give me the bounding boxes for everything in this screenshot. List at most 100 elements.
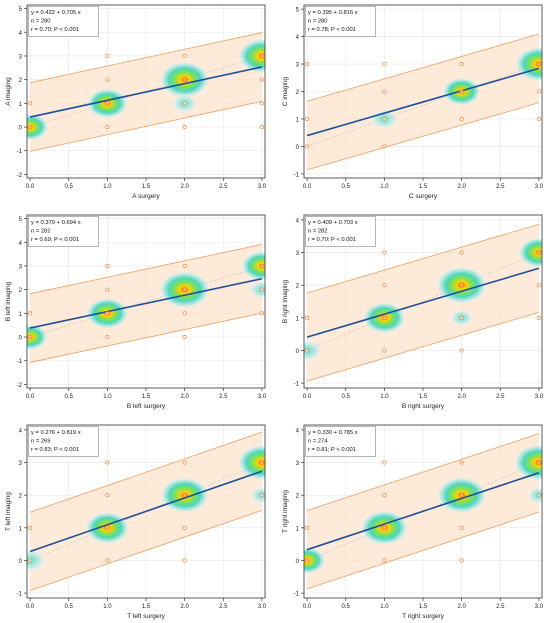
data-point <box>182 263 187 269</box>
band-lower-line <box>30 100 262 152</box>
x-tick-label: 2.5 <box>219 184 228 190</box>
identity-line <box>306 63 540 147</box>
y-tick-label: 0 <box>296 559 300 565</box>
y-tick-label: 0 <box>19 559 23 565</box>
x-tick-label: 2.5 <box>219 394 228 400</box>
band-lower-line <box>306 102 540 171</box>
density-blob <box>237 444 265 481</box>
y-axis-label: T right imaging <box>282 490 289 533</box>
data-point <box>105 311 110 316</box>
x-tick-label: 1.5 <box>419 394 428 400</box>
data-point <box>182 558 187 563</box>
regression-line <box>306 267 540 338</box>
stats-line: r = 0.70; P < 0.001 <box>31 27 79 33</box>
data-point <box>536 315 541 320</box>
band-lower-line <box>30 312 262 363</box>
y-tick-label: 3 <box>296 63 300 69</box>
band-upper-line <box>306 433 540 511</box>
stats-line: r = 0.83; P < 0.001 <box>31 447 79 453</box>
stats-line: n = 274 <box>308 439 328 445</box>
stats-annotation: y = 0.379 + 0.694 x n = 282 r = 0.69; P < … <box>28 216 99 247</box>
data-point <box>259 77 264 82</box>
data-point <box>259 53 264 59</box>
y-axis-label: A imaging <box>5 77 12 106</box>
y-tick-label: 1 <box>19 526 23 532</box>
data-point <box>182 525 187 530</box>
stats-box <box>28 216 99 247</box>
x-tick-label: 1.0 <box>103 184 112 190</box>
x-tick-label: 2.0 <box>457 184 466 190</box>
x-tick-label: 3.0 <box>258 394 267 400</box>
stats-box <box>305 216 376 247</box>
stats-line: y = 0.330 + 0.785 x <box>308 430 358 436</box>
y-tick-label: 4 <box>296 35 300 41</box>
x-tick-label: 2.5 <box>496 604 505 610</box>
stats-annotation: y = 0.422 + 0.705 x n = 280 r = 0.70; P < … <box>28 6 99 37</box>
stats-line: n = 269 <box>31 439 51 445</box>
y-tick-label: -1 <box>17 359 23 365</box>
data-point <box>259 287 264 292</box>
y-tick-label: 4 <box>19 31 23 37</box>
x-tick-label: 2.0 <box>180 184 189 190</box>
density-blob <box>240 250 265 282</box>
stats-line: y = 0.395 + 0.816 x <box>308 10 358 16</box>
data-point <box>28 101 33 106</box>
band-upper-line <box>30 32 262 84</box>
y-tick-label: 1 <box>19 102 23 108</box>
regression-line <box>29 66 263 118</box>
x-tick-label: 1.5 <box>142 394 151 400</box>
stats-annotation: y = 0.409 + 0.703 x n = 282 r = 0.70; P < … <box>305 216 376 247</box>
density-blob <box>249 485 265 505</box>
x-tick-label: 1.0 <box>103 604 112 610</box>
y-tick-label: 3 <box>19 461 23 467</box>
x-tick-label: 2.0 <box>457 604 466 610</box>
data-point <box>382 348 387 353</box>
x-tick-label: 0.5 <box>65 184 74 190</box>
x-axis-label: T left surgery <box>127 613 166 620</box>
y-tick-label: -1 <box>294 382 300 388</box>
data-point <box>28 124 33 130</box>
stats-box <box>28 6 99 37</box>
panel-A: -2 -1 0 1 2 3 4 5 0.0 0.5 1.0 1.5 2.0 2.5 3.0 A surgery… <box>5 4 267 200</box>
data-point <box>259 311 264 316</box>
panel-B-left: -2 -1 0 1 2 3 4 5 0.0 0.5 1.0 1.5 2.0 2.5 3.0 B left su… <box>5 214 267 410</box>
y-tick-label: 0 <box>19 336 23 342</box>
x-tick-label: 0.5 <box>342 394 351 400</box>
stats-annotation: y = 0.276 + 0.819 x n = 269 r = 0.83; P < … <box>28 426 99 457</box>
x-tick-label: 1.5 <box>419 184 428 190</box>
stats-line: n = 280 <box>308 19 328 25</box>
data-point <box>105 124 110 130</box>
data-point <box>382 250 387 255</box>
stats-line: y = 0.276 + 0.819 x <box>31 430 81 436</box>
x-axis-label: C surgery <box>409 193 438 200</box>
data-point <box>459 89 464 94</box>
data-point <box>305 144 310 149</box>
x-axis-label: B right surgery <box>402 403 445 410</box>
data-point <box>536 250 541 255</box>
x-tick-label: 0.5 <box>342 184 351 190</box>
data-point <box>459 61 464 67</box>
x-tick-label: 0.5 <box>65 604 74 610</box>
data-point <box>182 334 187 340</box>
x-tick-label: 2.5 <box>496 184 505 190</box>
data-point <box>182 77 187 82</box>
data-point <box>182 493 187 498</box>
x-tick-label: 1.0 <box>380 184 389 190</box>
identity-line <box>306 252 540 351</box>
y-tick-label: -1 <box>294 592 300 598</box>
x-tick-label: 3.0 <box>258 184 267 190</box>
y-tick-label: 1 <box>296 117 300 123</box>
density-blob <box>27 113 49 141</box>
x-tick-label: 0.0 <box>303 184 312 190</box>
data-point <box>305 348 310 353</box>
data-point <box>105 525 110 530</box>
density-blob <box>517 237 542 268</box>
y-tick-label: -2 <box>17 173 23 179</box>
data-point <box>382 116 387 122</box>
y-axis-label: T left imaging <box>5 492 12 531</box>
x-tick-label: 1.0 <box>380 394 389 400</box>
y-axis-label: C imaging <box>282 76 289 106</box>
data-point <box>182 124 187 130</box>
stats-line: n = 280 <box>31 19 51 25</box>
data-point <box>382 315 387 320</box>
